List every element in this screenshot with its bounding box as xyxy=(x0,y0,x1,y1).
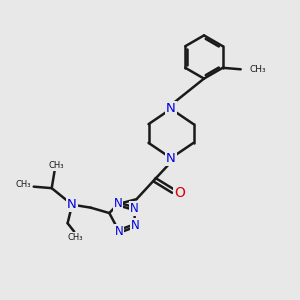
Text: N: N xyxy=(130,202,139,215)
Text: N: N xyxy=(67,198,77,211)
Text: CH₃: CH₃ xyxy=(49,161,64,170)
Text: N: N xyxy=(166,152,176,165)
Text: N: N xyxy=(115,225,123,238)
Text: CH₃: CH₃ xyxy=(68,232,83,242)
Text: CH₃: CH₃ xyxy=(16,180,31,189)
Text: N: N xyxy=(166,102,176,116)
Text: CH₃: CH₃ xyxy=(249,65,266,74)
Text: O: O xyxy=(174,186,185,200)
Text: N: N xyxy=(114,197,122,211)
Text: N: N xyxy=(130,219,139,232)
